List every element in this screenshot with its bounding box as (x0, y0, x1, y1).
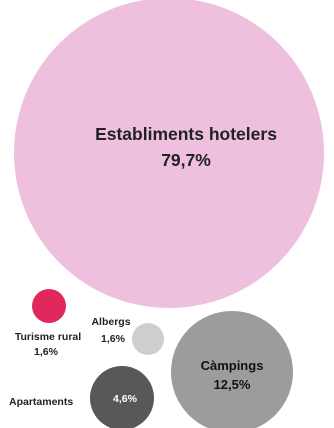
value-label-campings: 12,5% (214, 377, 251, 392)
label-apartaments: Apartaments (9, 396, 73, 408)
value-label-establiments-hotelers: 79,7% (161, 150, 211, 170)
bubble-establiments-hotelers (14, 0, 324, 308)
label-albergs: Albergs (91, 316, 130, 328)
value-label-turisme-rural: 1,6% (34, 346, 59, 358)
bubbles-layer (14, 0, 324, 428)
value-label-albergs: 1,6% (101, 333, 126, 345)
label-turisme-rural: Turisme rural (15, 331, 81, 343)
bubble-apartaments (90, 366, 154, 428)
label-campings: Càmpings (201, 358, 264, 373)
bubble-albergs (132, 323, 164, 355)
bubble-campings (171, 311, 293, 428)
labels-layer: Establiments hotelers 79,7% Càmpings 12,5% A… (9, 124, 277, 408)
label-establiments-hotelers: Establiments hotelers (95, 124, 277, 144)
value-label-apartaments: 4,6% (113, 393, 138, 405)
bubble-turisme-rural (32, 289, 66, 323)
